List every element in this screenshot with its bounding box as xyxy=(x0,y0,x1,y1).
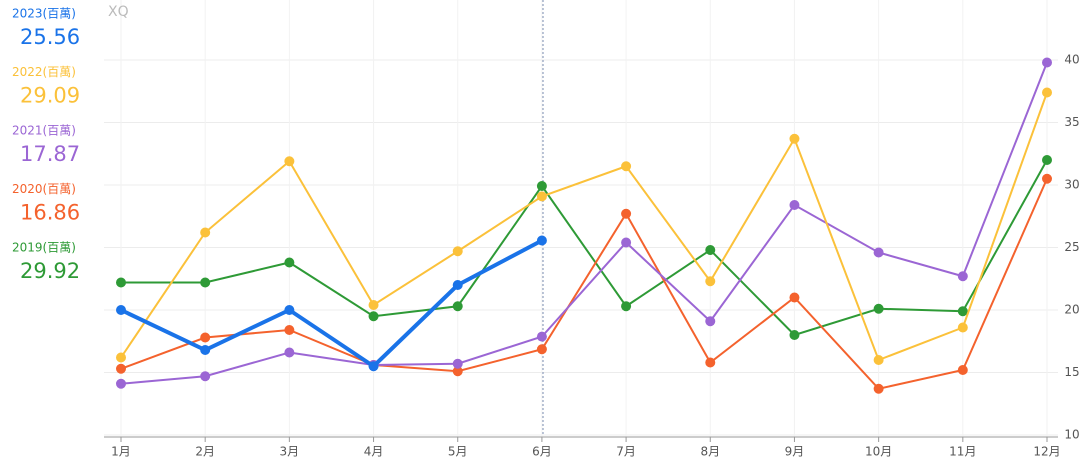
point xyxy=(368,361,379,372)
point xyxy=(957,322,968,333)
point xyxy=(873,383,884,394)
y-tick-label: 10 xyxy=(1064,428,1079,442)
y-tick-label: 35 xyxy=(1064,115,1079,129)
legend-value: 25.56 xyxy=(20,25,80,49)
point xyxy=(789,200,800,210)
point xyxy=(116,305,126,315)
point xyxy=(116,363,126,374)
x-tick-label: 8月 xyxy=(700,445,720,459)
point xyxy=(789,133,800,144)
point xyxy=(621,208,632,219)
point xyxy=(705,316,716,327)
point xyxy=(873,303,884,314)
point xyxy=(116,277,126,288)
watermark: XQ xyxy=(108,4,129,20)
x-tick-label: 3月 xyxy=(280,445,300,459)
point xyxy=(621,301,632,312)
y-tick-label: 25 xyxy=(1064,240,1079,254)
point xyxy=(705,245,716,255)
point xyxy=(705,357,716,368)
legend-name: 2022(百萬) xyxy=(12,65,76,79)
point xyxy=(284,257,295,268)
point xyxy=(957,306,968,317)
x-tick-label: 12月 xyxy=(1033,445,1060,459)
point xyxy=(452,366,463,377)
legend-value: 29.09 xyxy=(20,84,80,108)
grid xyxy=(104,0,1058,437)
point xyxy=(284,305,295,315)
point xyxy=(452,280,463,290)
point xyxy=(957,365,968,375)
point xyxy=(536,331,547,342)
point xyxy=(368,311,379,322)
legend-name: 2020(百萬) xyxy=(12,182,76,196)
series-line xyxy=(120,92,1048,362)
point xyxy=(536,181,547,191)
x-tick-label: 4月 xyxy=(364,445,384,459)
x-tick-label: 6月 xyxy=(532,445,552,459)
series-line xyxy=(120,62,1048,385)
x-tick-label: 5月 xyxy=(448,445,468,459)
point xyxy=(284,347,295,358)
point xyxy=(873,355,884,365)
series-line xyxy=(120,178,1048,390)
x-tick-label: 9月 xyxy=(785,445,805,459)
point xyxy=(284,156,295,167)
point xyxy=(957,271,968,282)
point xyxy=(789,292,800,303)
x-tick-label: 10月 xyxy=(865,445,892,459)
legend-value: 17.87 xyxy=(20,142,80,166)
x-tick-label: 7月 xyxy=(616,445,636,459)
point xyxy=(284,325,295,335)
point xyxy=(368,300,379,310)
point xyxy=(200,371,211,382)
y-tick-label: 20 xyxy=(1064,303,1079,317)
point xyxy=(789,330,800,340)
point xyxy=(200,227,211,238)
y-tick-label: 15 xyxy=(1064,365,1079,379)
point xyxy=(536,344,547,355)
legend-name: 2023(百萬) xyxy=(12,7,76,21)
point xyxy=(1042,87,1052,98)
point xyxy=(1042,57,1052,68)
point xyxy=(116,352,126,363)
point xyxy=(1042,173,1052,184)
point xyxy=(452,358,463,369)
point xyxy=(452,246,463,257)
point xyxy=(1042,155,1052,165)
point xyxy=(452,301,463,312)
point xyxy=(536,235,547,246)
legend-value: 16.86 xyxy=(20,201,80,225)
series-line xyxy=(121,159,1048,337)
x-tick-label: 11月 xyxy=(949,445,976,459)
x-tick-label: 1月 xyxy=(111,445,131,459)
legend-name: 2019(百萬) xyxy=(12,241,76,255)
point xyxy=(116,378,126,389)
point xyxy=(705,276,716,287)
point xyxy=(200,277,211,288)
point xyxy=(621,237,632,248)
point xyxy=(873,247,884,258)
point xyxy=(200,345,211,355)
point xyxy=(621,161,632,172)
x-tick-label: 2月 xyxy=(195,445,215,459)
y-tick-label: 40 xyxy=(1064,53,1079,67)
legend-value: 29.92 xyxy=(20,259,80,283)
legend-name: 2021(百萬) xyxy=(12,124,76,138)
point xyxy=(536,191,547,202)
y-tick-label: 30 xyxy=(1064,178,1079,192)
point xyxy=(200,332,211,343)
series-line xyxy=(120,238,543,369)
